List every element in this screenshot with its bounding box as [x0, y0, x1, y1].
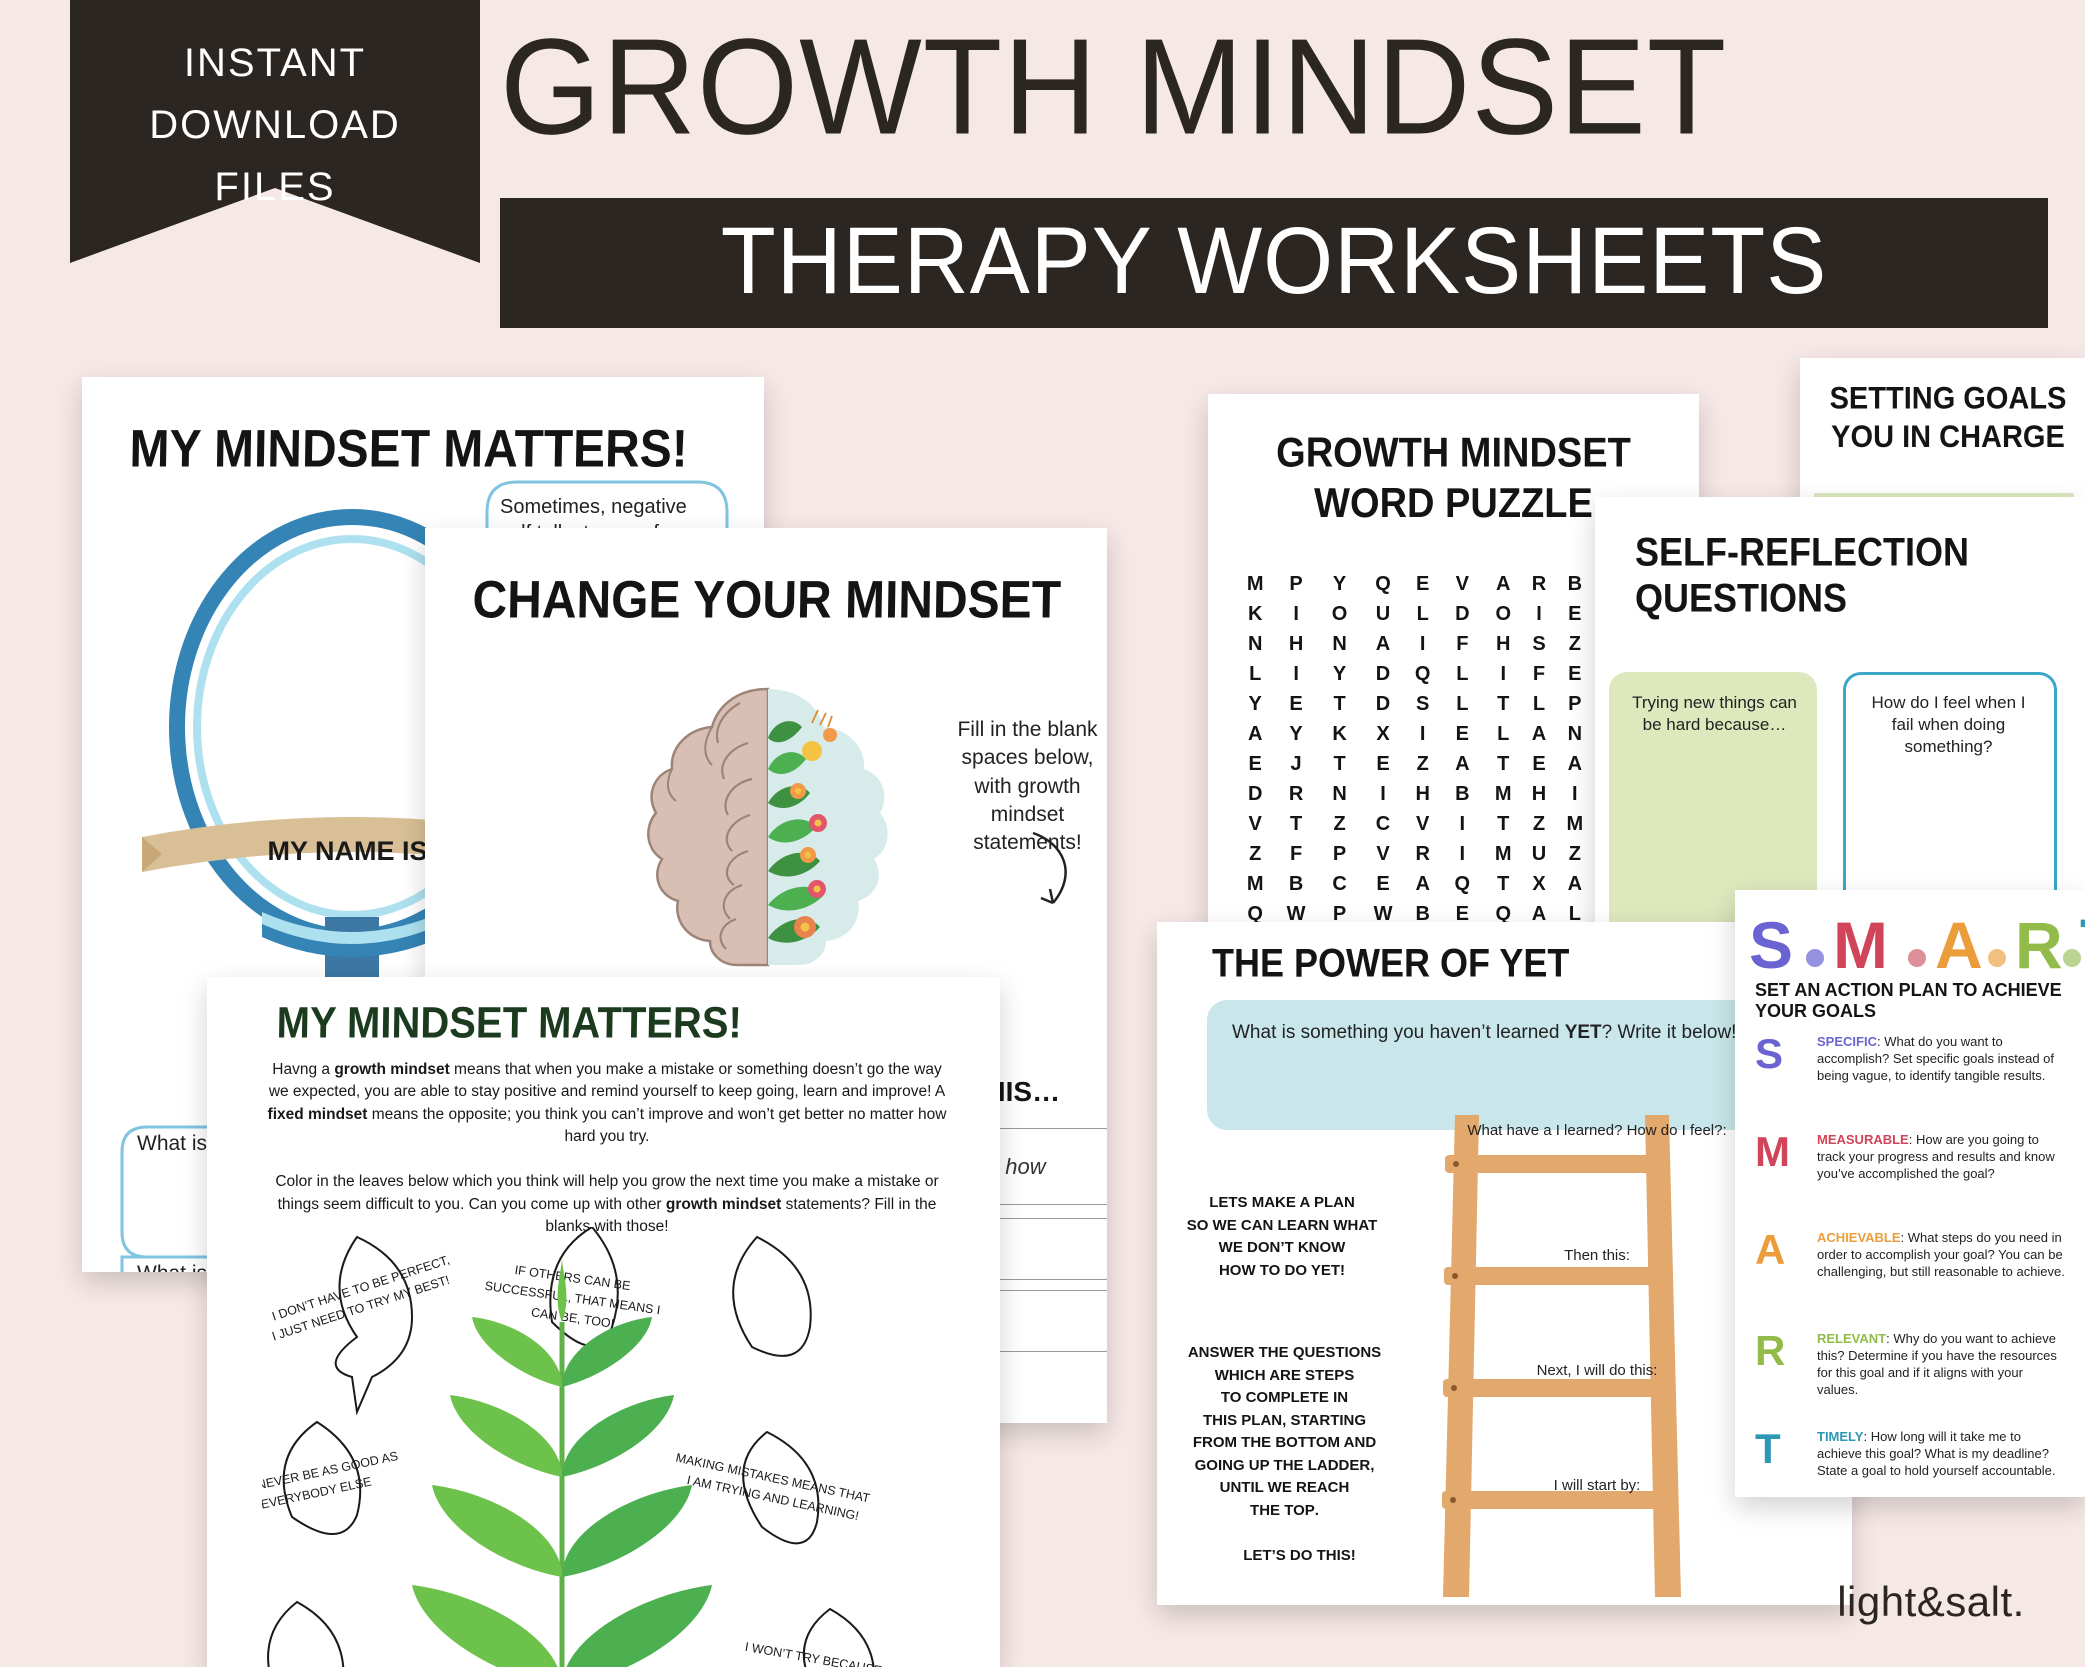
svg-text:INSTANT: INSTANT: [184, 41, 366, 85]
svg-text:DOWNLOAD: DOWNLOAD: [149, 103, 401, 147]
svg-text:MY NAME IS:: MY NAME IS:: [267, 836, 436, 866]
svg-text:A: A: [1935, 908, 1983, 982]
svg-text:M: M: [1833, 908, 1888, 982]
svg-text:FILES: FILES: [214, 165, 335, 209]
svg-text:I WON’T TRY BECAUSE I KNOW: I WON’T TRY BECAUSE I KNOW: [744, 1640, 932, 1667]
svg-text:R: R: [2015, 908, 2063, 982]
svg-text:S: S: [1749, 908, 1793, 982]
